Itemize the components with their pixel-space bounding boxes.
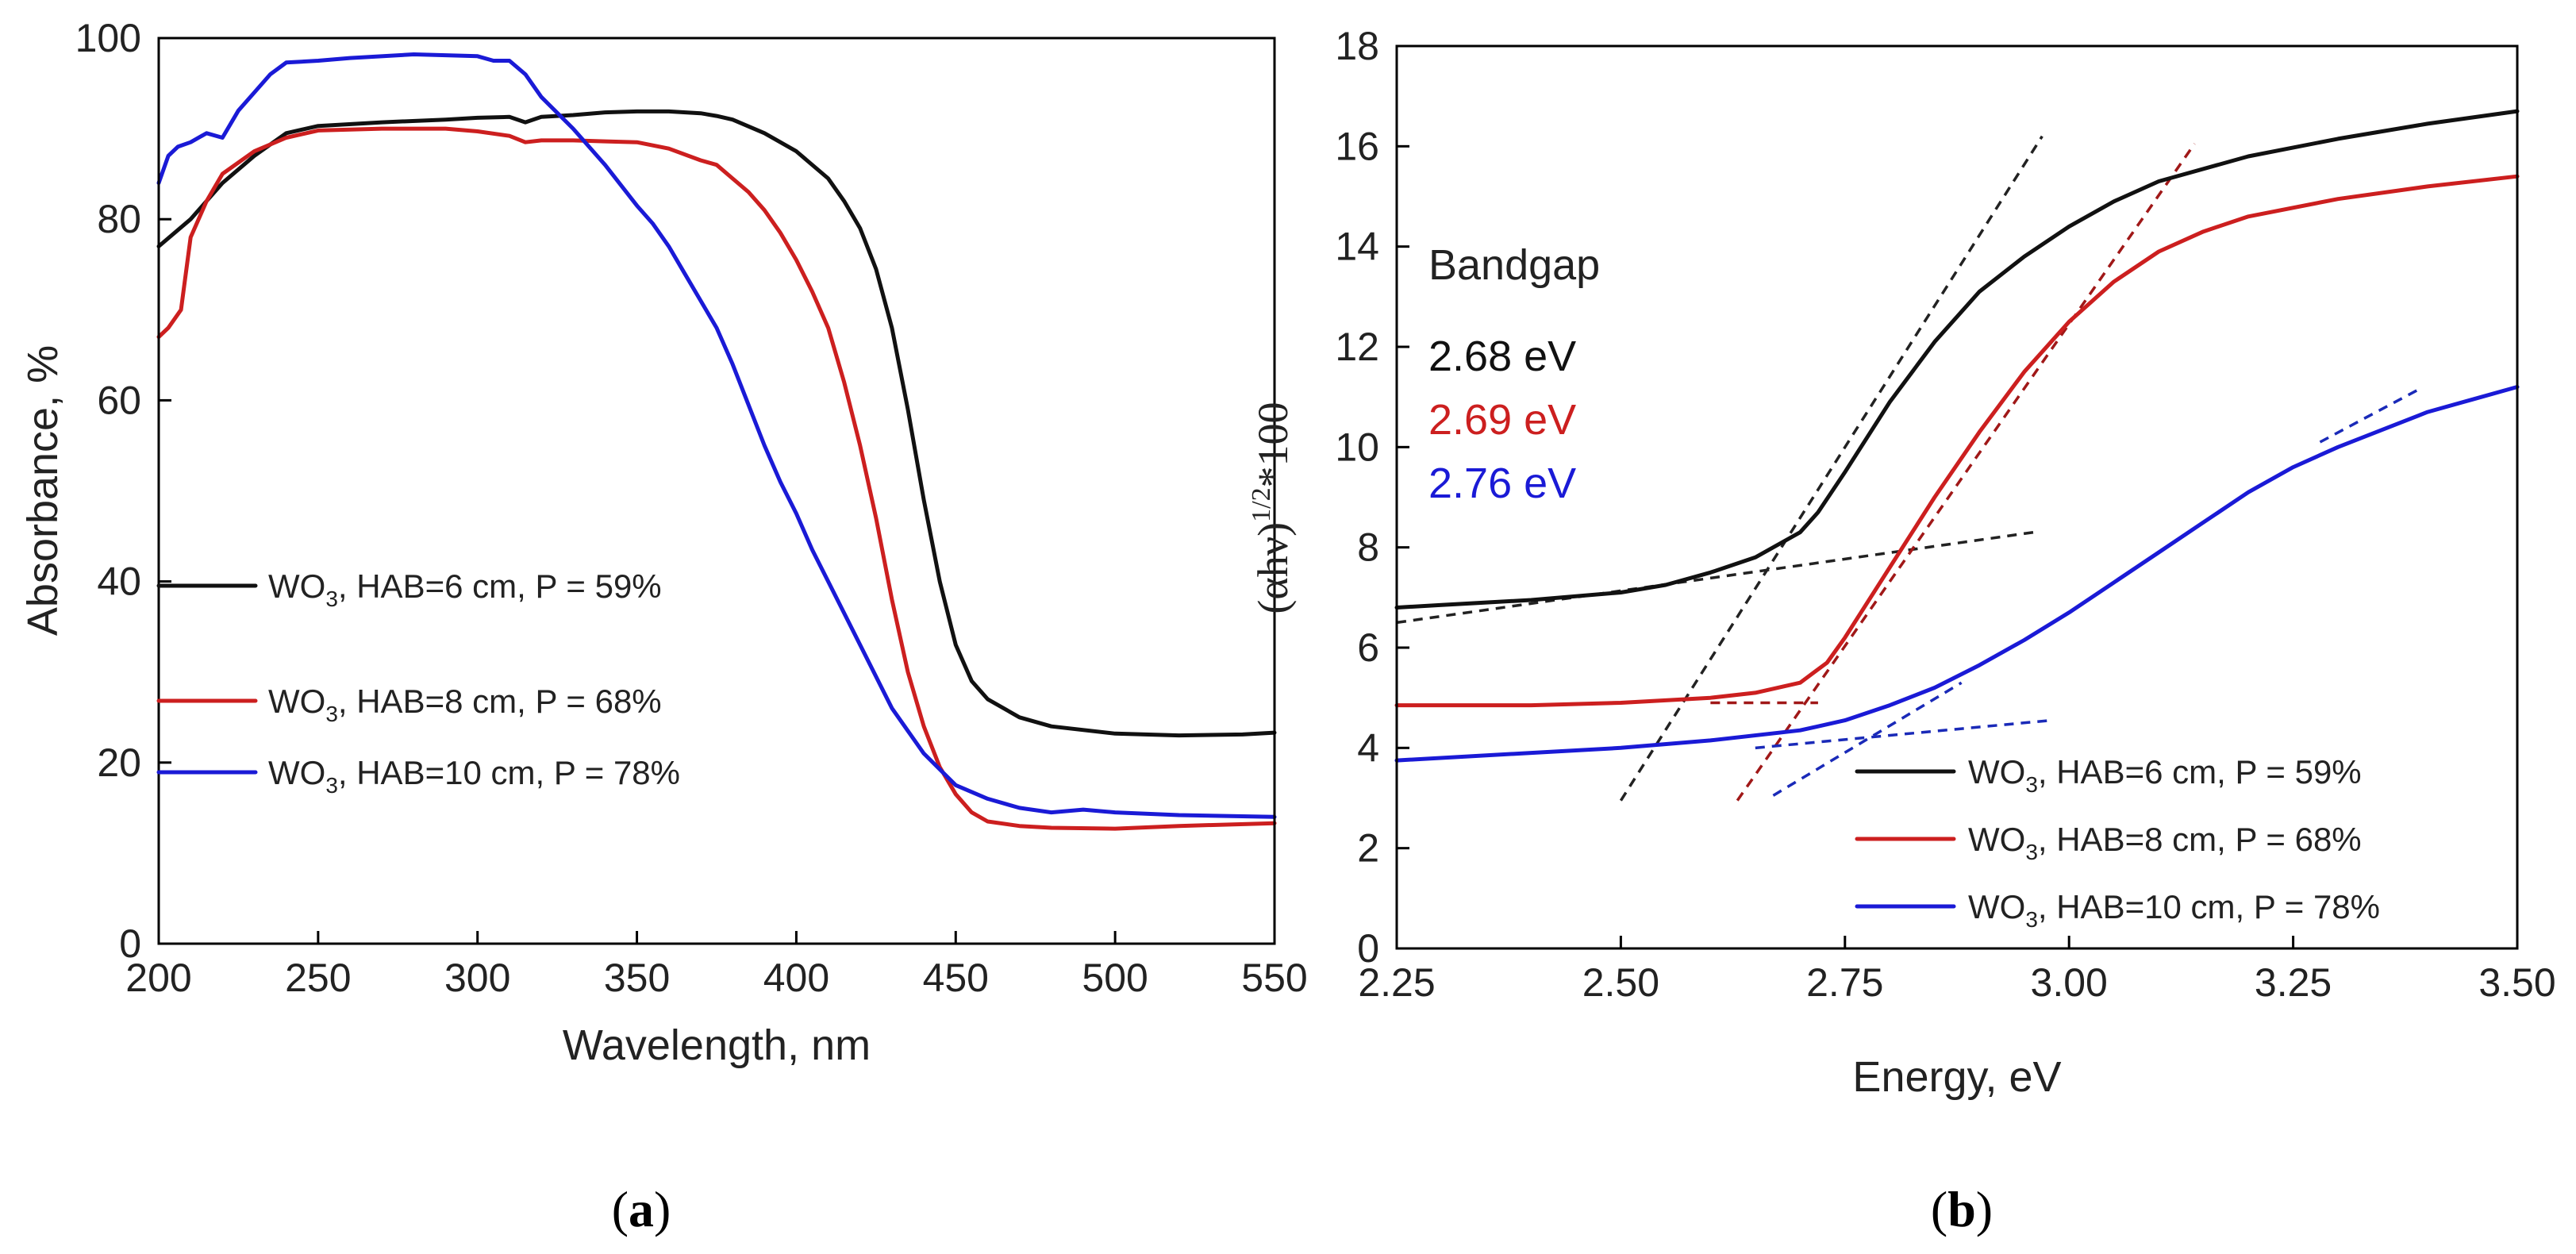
panel-a-series-group [156,52,1277,831]
panel-b-legend-label-0: WO3, HAB=6 cm, P = 59% [1968,753,2362,797]
panel-a-legend-item: WO3, HAB=10 cm, P = 78% [156,754,680,798]
series-line-1 [1394,174,2520,708]
panel-a-ticks: 200 250 300 350 400 450 500 550 0 20 40 60 80 100 [75,16,1308,1000]
tangent-fit-line-6 [2319,388,2420,444]
x-tick-label: 2.75 [1806,960,1883,1005]
panel-b-x-axis-title: Energy, eV [1852,1053,2061,1101]
y-tick-label: 80 [97,197,141,241]
series-line-0 [156,109,1277,738]
x-tick-label: 2.25 [1358,960,1435,1005]
panel-b-label: (b) [1931,1181,1993,1237]
y-tick-label: 6 [1357,625,1379,670]
panel-b-bandgap-annotation: Bandgap 2.68 eV 2.69 eV 2.76 eV [1428,241,1600,507]
y-tick-label: 0 [119,921,141,966]
tangent-fit-line-5 [1755,718,2051,750]
panel-b-ticks: 2.25 2.50 2.75 3.00 3.25 3.50 0 2 4 6 8 10 12 14 16 18 [1335,24,2555,1005]
x-tick-label: 3.00 [2031,960,2108,1005]
panel-a-y-axis-title: Absorbance, % [19,345,67,636]
panel-a-plot-frame [157,37,1276,945]
panel-b-chart: 2.25 2.50 2.75 3.00 3.25 3.50024681012141618 … [1247,24,2556,1237]
panel-b-legend-item: WO3, HAB=6 cm, P = 59% [1855,753,2362,797]
tangent-fit-line-2 [1736,143,2196,802]
bandgap-value-black: 2.68 eV [1428,333,1576,380]
panel-b-legend-label-1: WO3, HAB=8 cm, P = 68% [1968,821,2362,864]
series-line-2 [156,52,1277,819]
y-tick-label: 16 [1335,124,1379,168]
y-tick-label: 18 [1335,24,1379,68]
y-tick-label: 12 [1335,325,1379,369]
bandgap-value-red: 2.69 eV [1428,396,1576,444]
tangent-fit-line-0 [1619,135,2043,802]
panel-b-plot-frame [1395,44,2519,950]
x-tick-label: 2.50 [1582,960,1659,1005]
x-tick-label: 400 [763,956,829,1000]
panel-a-x-axis-title: Wavelength, nm [563,1021,871,1069]
panel-b-legend-item: WO3, HAB=8 cm, P = 68% [1855,821,2362,864]
x-tick-label: 3.50 [2478,960,2555,1005]
panel-a-label: (a) [612,1181,671,1237]
x-tick-label: 350 [604,956,670,1000]
y-tick-label: 20 [97,740,141,785]
x-tick-label: 550 [1241,956,1307,1000]
panel-a-legend-label-1: WO3, HAB=8 cm, P = 68% [268,683,662,726]
y-tick-label: 100 [75,16,141,60]
panel-b-legend: WO3, HAB=6 cm, P = 59% WO3, HAB=8 cm, P … [1855,753,2380,932]
panel-a-legend-item: WO3, HAB=8 cm, P = 68% [156,683,662,726]
y-tick-label: 0 [1357,926,1379,971]
bandgap-title: Bandgap [1428,241,1600,289]
panel-a-legend-label-0: WO3, HAB=6 cm, P = 59% [268,567,662,611]
panel-b-fit-lines [1396,135,2420,802]
bandgap-value-blue: 2.76 eV [1428,460,1576,507]
panel-b-series-group [1394,109,2520,763]
y-tick-label: 40 [97,560,141,604]
x-tick-label: 3.25 [2255,960,2332,1005]
y-tick-label: 4 [1357,725,1379,770]
series-line-1 [156,126,1277,831]
y-tick-label: 60 [97,378,141,422]
x-tick-label: 450 [923,956,989,1000]
y-tick-label: 2 [1357,826,1379,871]
panel-a-legend: WO3, HAB=6 cm, P = 59% WO3, HAB=8 cm, P … [156,567,680,798]
tangent-fit-line-4 [1772,681,1963,797]
panel-b-y-axis-title: (αhν)1/2*100 [1247,402,1297,614]
y-tick-label: 10 [1335,425,1379,469]
y-tick-label: 14 [1335,225,1379,269]
panel-b-legend-label-2: WO3, HAB=10 cm, P = 78% [1968,888,2380,932]
panel-b-legend-item: WO3, HAB=10 cm, P = 78% [1855,888,2380,932]
x-tick-label: 500 [1082,956,1148,1000]
x-tick-label: 250 [285,956,351,1000]
panel-a-legend-item: WO3, HAB=6 cm, P = 59% [156,567,662,611]
series-line-2 [1394,385,2520,763]
tangent-fit-line-1 [1396,530,2034,625]
x-tick-label: 200 [125,956,191,1000]
x-tick-label: 300 [444,956,510,1000]
panel-a-legend-label-2: WO3, HAB=10 cm, P = 78% [268,754,680,798]
panel-a-chart: 200 250 300 350 400 450 500 550 0 20 40 60 80 100 Wav… [19,16,1308,1237]
series-line-0 [1394,109,2520,610]
y-tick-label: 8 [1357,525,1379,570]
